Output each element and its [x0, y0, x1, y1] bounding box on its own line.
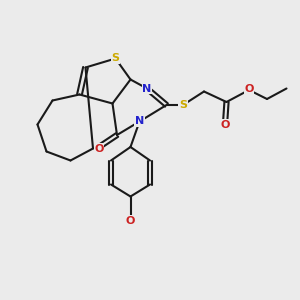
Text: S: S: [179, 100, 187, 110]
Text: N: N: [135, 116, 144, 127]
Text: O: O: [126, 215, 135, 226]
Text: N: N: [142, 83, 152, 94]
Text: O: O: [244, 83, 254, 94]
Text: S: S: [112, 53, 119, 64]
Text: O: O: [220, 119, 230, 130]
Text: O: O: [94, 143, 104, 154]
